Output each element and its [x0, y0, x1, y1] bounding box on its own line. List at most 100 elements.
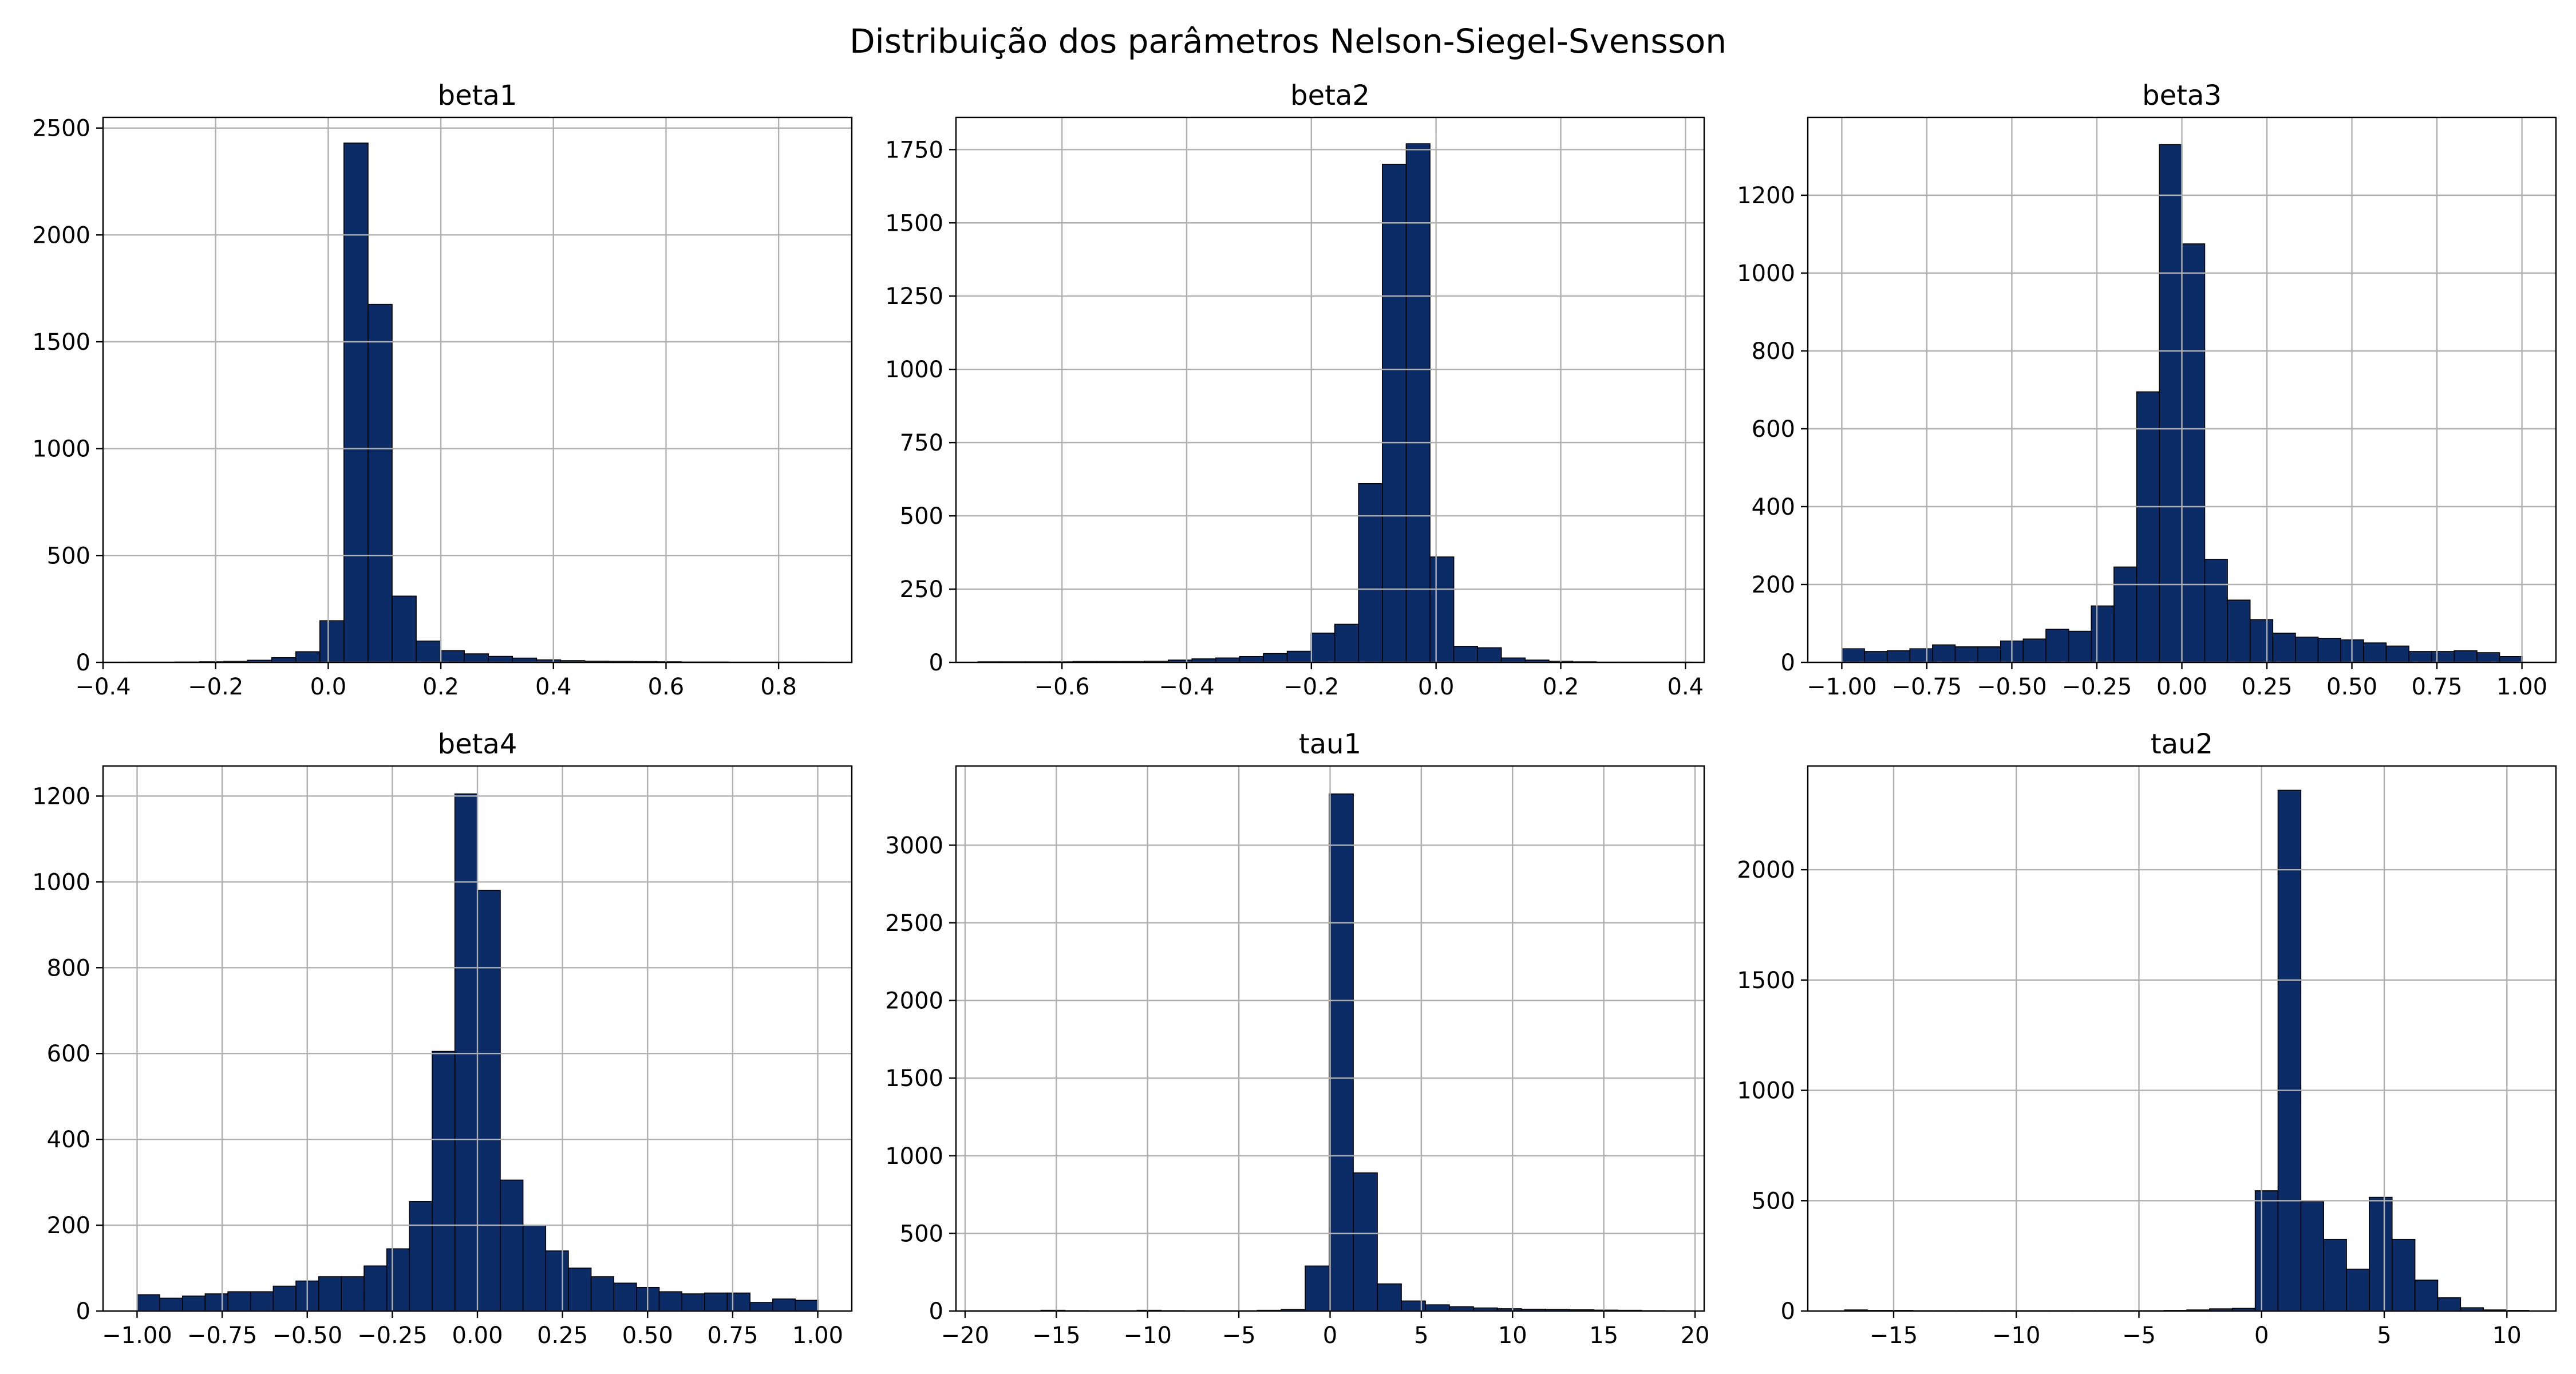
- x-tick-label: 0.75: [707, 1322, 758, 1349]
- figure-title: Distribuição dos parâmetros Nelson-Siege…: [850, 22, 1726, 61]
- histogram-bar: [2295, 637, 2319, 663]
- x-tick-label: 15: [1589, 1322, 1618, 1349]
- x-tick-label: −5: [1222, 1322, 1256, 1349]
- x-tick-label: 20: [1681, 1322, 1710, 1349]
- histogram-tau2: tau2 −15 −10 −5 0 5 10 0 500 1000 1500 2000: [1737, 728, 2557, 1349]
- gridlines: [1808, 766, 2556, 1312]
- y-tick-label: 1000: [885, 1143, 943, 1170]
- histogram-bar: [477, 890, 501, 1312]
- y-tick-label: 800: [47, 955, 90, 981]
- histogram-beta2: beta2 −0.6 −0.4 −0.2 0.0 0.2 0.4 0 250 500 750 1000…: [885, 80, 1705, 700]
- x-tick-label: −5: [2122, 1322, 2156, 1349]
- histogram-bar: [500, 1179, 524, 1312]
- x-tick-label: 0.4: [1668, 674, 1704, 700]
- histogram-bar: [1477, 647, 1502, 663]
- histogram-bar: [440, 650, 465, 663]
- histogram-bar: [136, 1294, 160, 1312]
- histogram-bar: [2068, 630, 2092, 663]
- y-tick-label: 0: [929, 1298, 943, 1325]
- axes-frame: [102, 765, 853, 1312]
- histogram-bar: [1239, 656, 1264, 663]
- y-tick-label: 500: [900, 503, 943, 530]
- histogram-bar: [1377, 1283, 1402, 1312]
- subplot-title: beta1: [438, 80, 517, 112]
- x-tick-label: −1.00: [1807, 674, 1877, 700]
- histogram-bar: [488, 656, 513, 663]
- histogram-bar: [1425, 1304, 1450, 1312]
- x-tick-label: −20: [941, 1322, 989, 1349]
- subplot-grid: beta1−0.4 −0.2 0.0 0.2 0.4 0.6 0.8050010001500…: [32, 80, 2557, 1349]
- histogram-bar: [2277, 789, 2302, 1312]
- histogram-beta4: beta4 −1.00 −0.75 −0.50 −0.25 0.00 0.25 0.50 0.7…: [32, 728, 853, 1349]
- subplot-title: tau2: [2151, 728, 2213, 760]
- x-tick-label: 0.0: [310, 674, 347, 700]
- x-tick-label: −0.25: [357, 1322, 428, 1349]
- y-tick-label: 750: [900, 430, 943, 456]
- gridlines: [956, 117, 1704, 664]
- x-tick-label: 0.50: [2326, 674, 2377, 700]
- x-tick-label: 5: [1414, 1322, 1428, 1349]
- bars: [127, 143, 826, 663]
- x-tick-label: 0: [2254, 1322, 2269, 1349]
- x-tick-label: 1.00: [2496, 674, 2547, 700]
- y-tick-label: 1500: [32, 329, 90, 356]
- x-tick-label: 0.25: [2241, 674, 2292, 700]
- y-tick-label: 800: [1752, 338, 1795, 365]
- histogram-bar: [2249, 619, 2274, 663]
- axes-frame: [1807, 116, 2557, 664]
- y-tick-label: 3000: [885, 832, 943, 859]
- y-tick-label: 400: [1752, 494, 1795, 520]
- histogram-bar: [416, 640, 441, 663]
- subplot-title: beta4: [438, 728, 517, 760]
- axes-frame: [955, 116, 1705, 664]
- x-tick-label: −10: [1992, 1322, 2040, 1349]
- histogram-beta3: beta3 −1.00 −0.75 −0.50 −0.25 0.00 0.25 0.50 0.7…: [1737, 80, 2557, 700]
- histogram-beta1: beta1 −0.4 −0.2 0.0 0.2 0.4 0.6 0.8 0 500 1000 1500…: [32, 80, 853, 700]
- histogram-bar: [1453, 646, 1478, 663]
- histogram-bar: [271, 657, 297, 663]
- histogram-bar: [1954, 646, 1978, 663]
- histogram-bar: [749, 1302, 773, 1312]
- histogram-bar: [681, 1293, 705, 1312]
- histogram-bar: [272, 1285, 297, 1312]
- gridlines: [102, 117, 852, 664]
- x-tick-label: 1.00: [792, 1322, 843, 1349]
- histogram-bar: [454, 793, 479, 1312]
- y-tick-label: 0: [76, 650, 90, 676]
- histogram-bar: [1909, 648, 1933, 663]
- x-tick-label: 5: [2377, 1322, 2391, 1349]
- histogram-bar: [1405, 143, 1431, 663]
- histogram-bar: [364, 1265, 388, 1312]
- histogram-bar: [568, 1268, 592, 1312]
- histogram-tau1: tau1 −20 −15 −10 −5 0 5 10 15 20 0 500 1000 1500 2000 2…: [885, 728, 1709, 1349]
- y-tick-label: 200: [1752, 572, 1795, 598]
- histogram-bar: [319, 620, 345, 663]
- subplot-title: tau1: [1299, 728, 1361, 760]
- y-tick-label: 2000: [885, 988, 943, 1014]
- y-tick-label: 2000: [32, 222, 90, 248]
- x-tick-label: −0.4: [1159, 674, 1214, 700]
- histogram-bar: [1263, 653, 1288, 663]
- histogram-bar: [1932, 644, 1956, 663]
- histogram-bar: [159, 1297, 183, 1312]
- histogram-bar: [1977, 646, 2001, 663]
- x-tick-label: 0.00: [2156, 674, 2207, 700]
- gridlines: [103, 766, 852, 1312]
- histogram-bar: [1310, 633, 1336, 663]
- y-tick-label: 200: [47, 1213, 90, 1239]
- bars: [977, 143, 1693, 663]
- histogram-bar: [2363, 642, 2387, 663]
- histogram-bar: [2369, 1197, 2393, 1312]
- x-tick-label: 0.25: [537, 1322, 588, 1349]
- histogram-bar: [2113, 566, 2138, 663]
- histogram-bar: [250, 1291, 274, 1312]
- axes-frame: [955, 765, 1705, 1312]
- x-tick-label: −10: [1124, 1322, 1172, 1349]
- x-tick-label: −15: [1032, 1322, 1080, 1349]
- x-tick-label: 0: [1323, 1322, 1337, 1349]
- histogram-bar: [2408, 651, 2432, 663]
- histogram-bar: [2414, 1280, 2439, 1312]
- histogram-bar: [341, 1276, 365, 1312]
- x-tick-label: 0.4: [535, 674, 572, 700]
- histogram-bar: [2391, 1238, 2416, 1312]
